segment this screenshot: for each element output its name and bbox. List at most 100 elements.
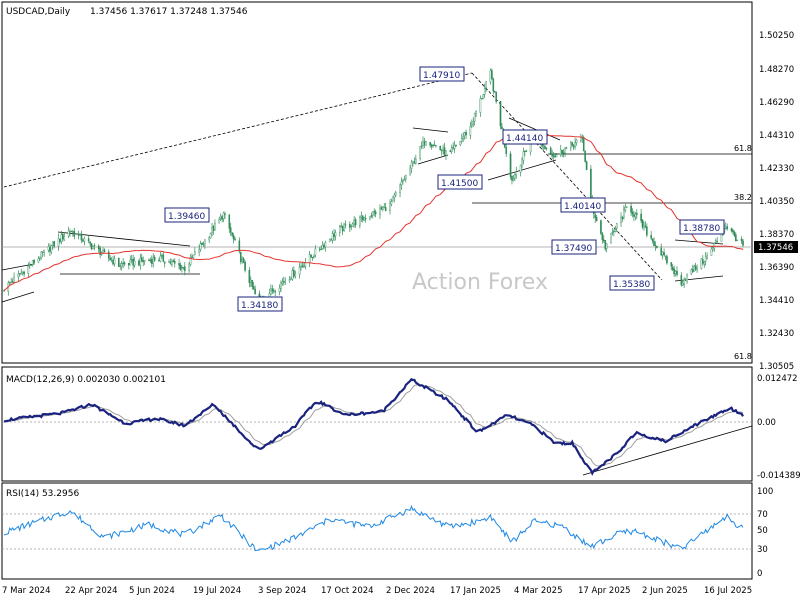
candle-body: [620, 216, 622, 224]
candle-body: [706, 255, 708, 258]
date-tick: 17 Oct 2024: [321, 586, 374, 596]
candle-body: [643, 225, 645, 228]
candle-body: [47, 246, 50, 251]
candle-body: [443, 147, 446, 156]
watermark: Action Forex: [412, 270, 548, 295]
candle-body: [204, 239, 206, 246]
candle-body: [670, 262, 673, 267]
candle-body: [453, 145, 456, 149]
candle-body: [603, 239, 605, 242]
candle-body: [50, 245, 53, 253]
candle-body: [340, 225, 343, 227]
triangle-pattern-4: [487, 117, 561, 181]
candle-body: [350, 226, 353, 228]
candle-body: [129, 259, 132, 266]
candle-body: [704, 256, 707, 262]
candle-body: [79, 233, 81, 235]
candle-body: [57, 238, 60, 247]
candle-body: [694, 265, 697, 270]
price-label-144140: 1.44140: [502, 129, 548, 145]
candle-body: [328, 239, 331, 242]
candle-body: [109, 257, 111, 261]
candle-body: [60, 234, 63, 242]
date-tick: 16 Jul 2025: [704, 586, 752, 596]
candle-body: [133, 260, 136, 266]
candle-body: [736, 239, 739, 241]
candle-body: [27, 265, 30, 274]
candle-body: [683, 279, 685, 285]
candle-body: [714, 240, 717, 243]
candle-body: [184, 266, 186, 272]
candle-body: [410, 162, 413, 169]
candle-body: [522, 151, 525, 161]
candle-body: [733, 231, 736, 236]
candle-body: [482, 94, 485, 100]
candle-body: [229, 227, 232, 233]
candle-body: [20, 272, 23, 275]
candle-body: [222, 212, 225, 219]
candle-body: [432, 145, 434, 147]
candle-body: [430, 144, 433, 147]
candle-body: [208, 237, 210, 241]
candle-body: [83, 238, 86, 242]
candle-body: [298, 267, 301, 275]
candle-body: [681, 283, 684, 286]
price-tick: 1.36390: [759, 263, 794, 273]
candle-body: [107, 251, 110, 259]
fib-label-618-bottom: 61.8: [734, 352, 752, 361]
candle-body: [691, 269, 694, 273]
candle-body: [254, 288, 256, 295]
ohlc-values: 1.37456 1.37617 1.37248 1.37546: [90, 7, 248, 17]
candle-body: [690, 269, 693, 275]
candle-body: [473, 113, 476, 122]
price-tick: 1.34410: [759, 296, 794, 306]
candle-body: [584, 150, 586, 162]
candle-body: [33, 259, 35, 264]
candle-body: [311, 256, 314, 258]
candle-body: [455, 145, 457, 147]
candle-body: [248, 270, 251, 283]
candle-body: [308, 254, 311, 263]
candle-body: [422, 140, 424, 146]
svg-text:1.41500: 1.41500: [441, 179, 478, 189]
candle-body: [150, 259, 153, 264]
candle-body: [740, 238, 743, 241]
candle-body: [330, 239, 332, 241]
candle-body: [158, 260, 160, 262]
candle-body: [102, 249, 104, 253]
candle-body: [90, 243, 93, 249]
candle-body: [294, 273, 297, 277]
candle-body: [693, 265, 696, 272]
candle-body: [475, 111, 477, 115]
candle-body: [554, 155, 556, 158]
candle-body: [374, 211, 377, 215]
candle-body: [664, 255, 667, 257]
candle-body: [10, 282, 12, 284]
candle-body: [570, 141, 572, 149]
candle-body: [413, 161, 416, 164]
candle-body: [525, 150, 528, 152]
candle-body: [73, 231, 76, 237]
date-tick: 2 Dec 2024: [386, 586, 435, 596]
candle-body: [82, 240, 84, 242]
symbol-title: USDCAD,Daily: [6, 7, 71, 17]
candle-body: [143, 260, 146, 262]
candle-body: [712, 247, 714, 250]
candle-body: [72, 231, 74, 233]
candle-body: [171, 261, 173, 265]
candle-body: [399, 184, 401, 193]
candle-body: [138, 260, 140, 266]
candle-body: [514, 174, 516, 179]
candle-body: [462, 136, 464, 139]
candle-body: [666, 256, 668, 264]
candle-body: [445, 150, 447, 156]
candle-body: [382, 207, 384, 210]
candle-body: [53, 241, 56, 247]
candle-body: [17, 273, 20, 278]
candle-body: [132, 258, 134, 266]
candle-body: [521, 159, 523, 167]
candle-body: [333, 233, 335, 237]
price-label-138780: 1.38780: [679, 219, 725, 235]
candle-body: [459, 141, 462, 146]
